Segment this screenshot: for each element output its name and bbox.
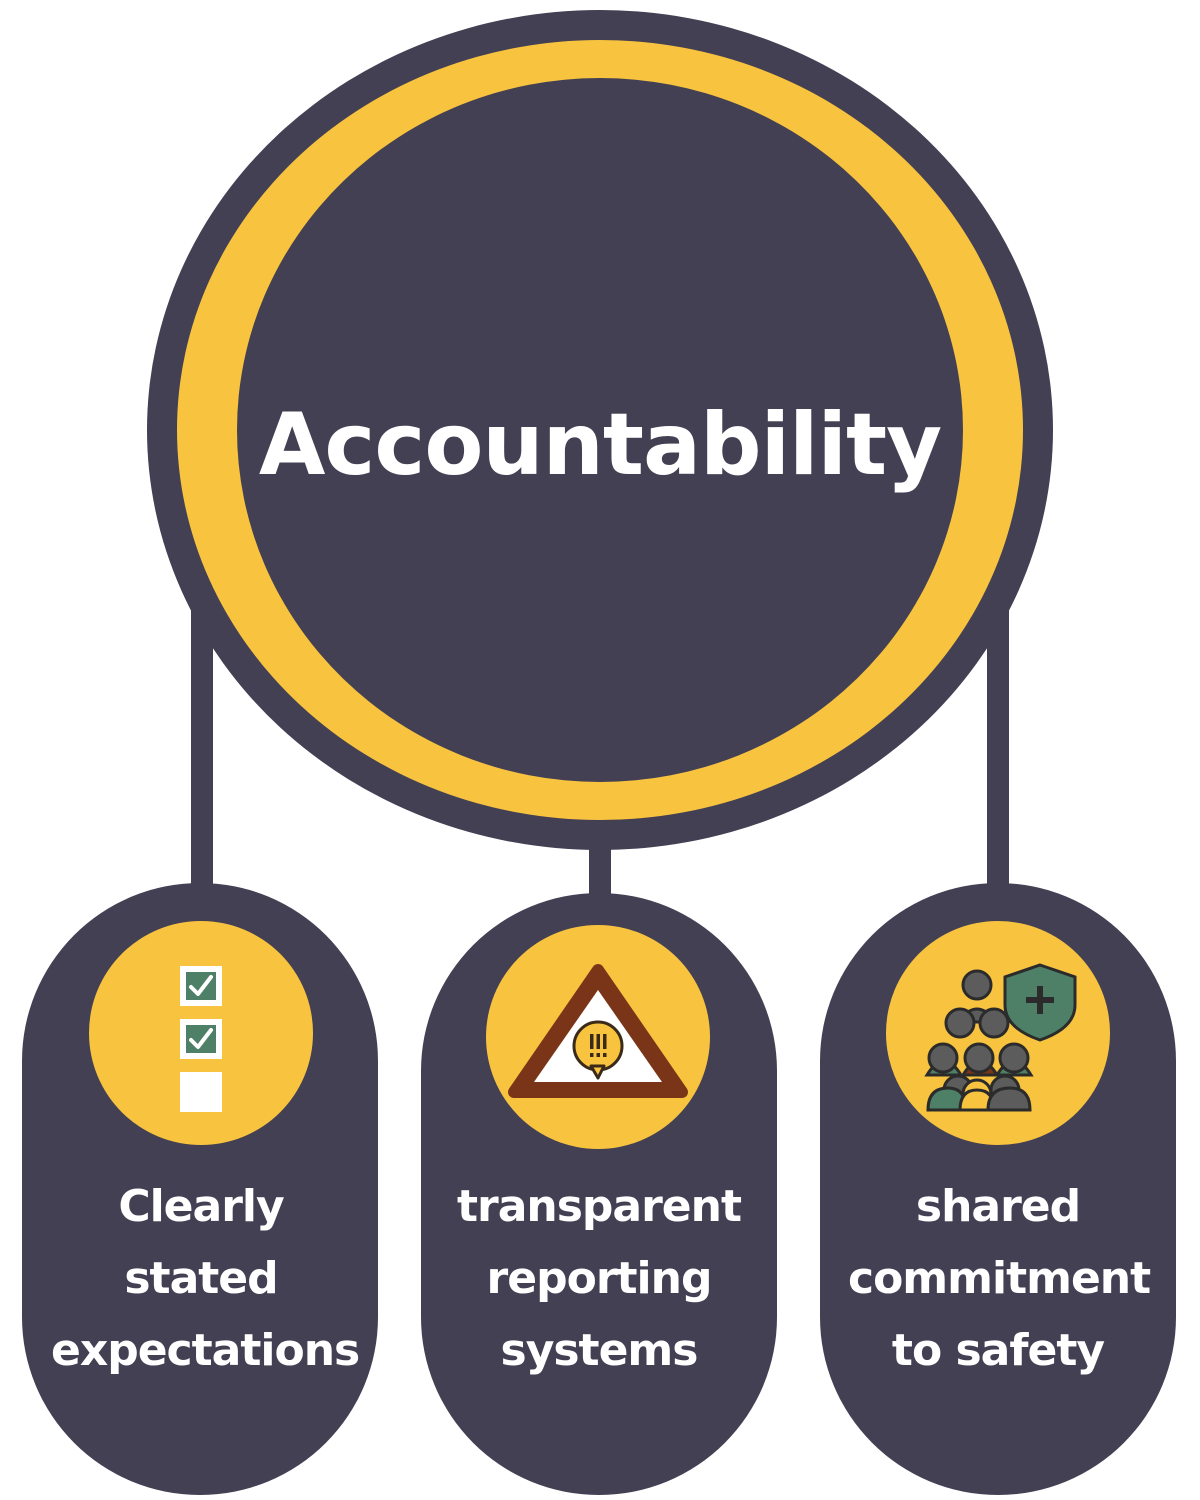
connector-left [191,600,213,900]
pillar-left-line-2: stated [124,1253,278,1304]
pillar-right-line-3: to safety [891,1325,1105,1376]
hub-inner-circle [237,78,963,782]
pillar-left-label: Clearly stated expectations [51,1171,360,1387]
pillar-right-label: shared commitment to safety [848,1171,1151,1387]
pillar-left-line-1: Clearly [118,1181,284,1232]
connector-right [987,600,1009,900]
pillar-center-line-3: systems [500,1325,699,1376]
pillar-right-line-2: commitment [848,1253,1151,1304]
pillar-center-line-1: transparent [456,1181,742,1232]
warning-triangle-icon [508,964,688,1098]
pillar-center-label: transparent reporting systems [449,1171,749,1387]
pillar-center-line-2: reporting [486,1253,713,1304]
hub-title: Accountability [258,395,942,495]
people-shield-icon [924,963,1077,1112]
pillar-right-line-1: shared [915,1181,1081,1232]
pillar-left-line-3: expectations [51,1325,360,1376]
checklist-icon [180,966,222,1112]
